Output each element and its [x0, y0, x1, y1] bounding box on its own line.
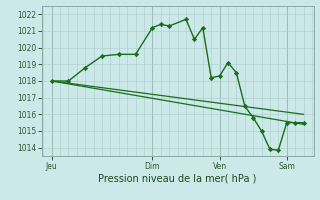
X-axis label: Pression niveau de la mer( hPa ): Pression niveau de la mer( hPa ) — [99, 173, 257, 183]
